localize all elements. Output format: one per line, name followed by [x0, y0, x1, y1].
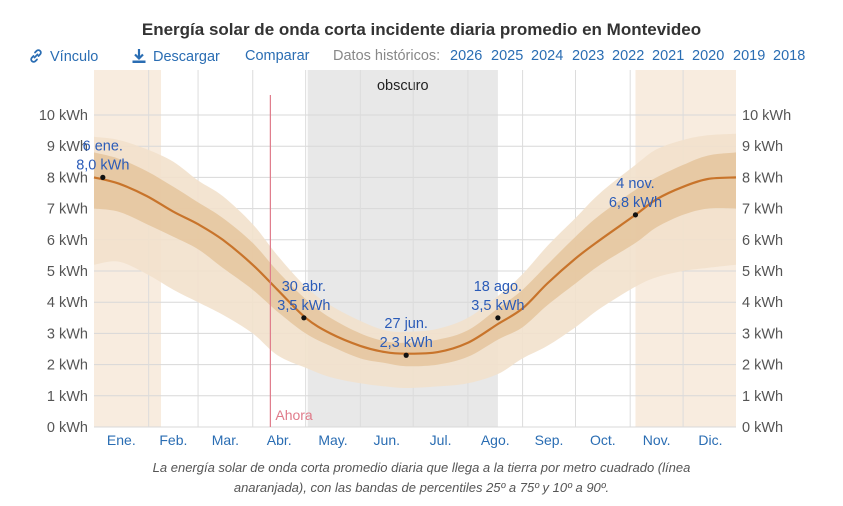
y-tick-label-left: 4 kWh: [47, 295, 88, 311]
y-tick-label-left: 9 kWh: [47, 139, 88, 155]
y-tick-label-right: 2 kWh: [742, 358, 783, 374]
toolbar: Vínculo Descargar Comparar Datos históri…: [0, 48, 843, 68]
y-tick-label-left: 0 kWh: [47, 420, 88, 436]
annotation-value: 8,0 kWh: [76, 157, 129, 173]
x-tick-label: Jun.: [374, 432, 400, 448]
annotation-date: 6 ene.: [83, 138, 123, 154]
year-link-2021[interactable]: 2021: [652, 48, 685, 64]
y-tick-label-right: 7 kWh: [742, 202, 783, 218]
y-tick-label-right: 9 kWh: [742, 139, 783, 155]
x-tick-label: Mar.: [212, 432, 239, 448]
year-link-2018[interactable]: 2018: [773, 48, 806, 64]
x-tick-label: May.: [318, 432, 347, 448]
year-link-2025[interactable]: 2025: [491, 48, 524, 64]
y-tick-label-left: 5 kWh: [47, 264, 88, 280]
y-tick-label-right: 6 kWh: [742, 233, 783, 249]
year-link-2020[interactable]: 2020: [692, 48, 725, 64]
y-tick-label-left: 6 kWh: [47, 233, 88, 249]
year-link-2023[interactable]: 2023: [572, 48, 605, 64]
caption-line-1: La energía solar de onda corta promedio …: [152, 460, 691, 475]
link-icon: [30, 49, 42, 63]
y-tick-label-right: 4 kWh: [742, 295, 783, 311]
band-10-90: [94, 133, 736, 388]
caption-line-2: anaranjada), con las bandas de percentil…: [233, 480, 610, 495]
x-tick-label: Ago.: [481, 432, 510, 448]
x-tick-label: Feb.: [159, 432, 187, 448]
annotation-value: 3,5 kWh: [471, 298, 524, 314]
annotation-point: [632, 212, 639, 218]
chart-title: Energía solar de onda corta incidente di…: [141, 20, 702, 39]
band-25-75: [94, 152, 736, 367]
download-icon: [132, 49, 146, 63]
y-tick-label-right: 3 kWh: [742, 326, 783, 342]
year-link-2022[interactable]: 2022: [612, 48, 645, 64]
solar-energy-chart: obscuro Ene. Feb. Mar. Abr. May. Jun. Jul. Ago. S…: [39, 70, 791, 448]
download-button[interactable]: Descargar: [131, 48, 220, 65]
annotation-point: [495, 315, 501, 321]
y-tick-label-right: 5 kWh: [742, 264, 783, 280]
link-button[interactable]: Vínculo: [28, 48, 98, 65]
chart-caption: La energía solar de onda corta promedio …: [0, 458, 843, 498]
annotation-date: 30 abr.: [282, 279, 326, 295]
x-tick-label: Nov.: [643, 432, 671, 448]
x-tick-label: Sep.: [535, 432, 564, 448]
x-tick-label: Abr.: [267, 432, 292, 448]
y-tick-label-right: 8 kWh: [742, 170, 783, 186]
link-label: Vínculo: [50, 49, 99, 65]
now-marker-label: Ahora: [275, 407, 313, 423]
y-tick-label-left: 1 kWh: [47, 389, 88, 405]
y-tick-label-left: 7 kWh: [47, 202, 88, 218]
y-tick-label-right: 10 kWh: [742, 108, 791, 124]
annotation-date: 18 ago.: [474, 279, 522, 295]
annotation-value: 6,8 kWh: [609, 195, 662, 211]
download-label: Descargar: [153, 49, 220, 65]
dark-season-label: obscuro: [377, 78, 429, 94]
annotation-date: 27 jun.: [384, 316, 428, 332]
historical-data-label: Datos históricos:: [333, 48, 441, 64]
annotation-value: 3,5 kWh: [277, 298, 330, 314]
x-tick-label: Ene.: [107, 432, 136, 448]
y-tick-label-left: 2 kWh: [47, 358, 88, 374]
x-tick-label: Oct.: [590, 432, 616, 448]
annotation-date: 4 nov.: [616, 176, 654, 192]
x-tick-label: Dic.: [698, 432, 722, 448]
x-tick-label: Jul.: [430, 432, 452, 448]
annotation-value: 2,3 kWh: [380, 335, 433, 351]
annotation-point: [403, 352, 409, 358]
y-tick-label-left: 3 kWh: [47, 326, 88, 342]
annotation-point: [100, 174, 106, 180]
compare-button[interactable]: Comparar: [245, 48, 310, 64]
y-tick-label-left: 8 kWh: [47, 170, 88, 186]
y-tick-label-left: 10 kWh: [39, 108, 88, 124]
annotation-point: [301, 315, 307, 321]
y-tick-label-right: 0 kWh: [742, 420, 783, 436]
year-link-2026[interactable]: 2026: [450, 48, 483, 64]
year-link-2024[interactable]: 2024: [531, 48, 564, 64]
year-link-2019[interactable]: 2019: [733, 48, 766, 64]
y-tick-label-right: 1 kWh: [742, 389, 783, 405]
